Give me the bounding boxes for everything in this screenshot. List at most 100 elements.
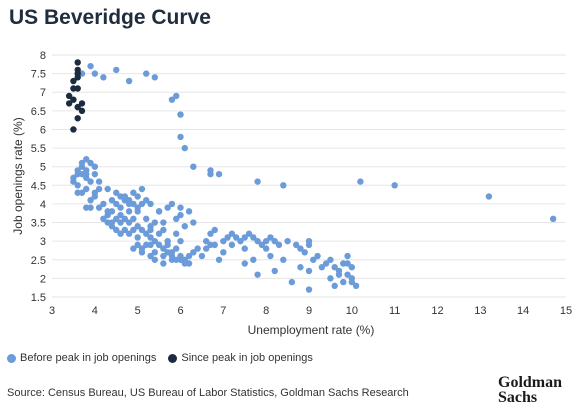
- point-before-peak: [177, 111, 184, 118]
- point-before-peak: [130, 215, 137, 223]
- point-before-peak: [549, 215, 557, 223]
- y-axis-label: Job openings rate (%): [11, 117, 25, 234]
- point-before-peak: [220, 237, 227, 245]
- point-before-peak: [130, 226, 137, 234]
- point-before-peak: [297, 245, 304, 252]
- y-tick-labels: 1.5 2 2.5 3 3.5 4 4.5 5 5.5 6 6.5 7 7.5 8: [31, 50, 46, 304]
- legend-swatch-since: [168, 353, 178, 363]
- point-before-peak: [190, 163, 197, 170]
- point-before-peak: [147, 226, 154, 234]
- point-before-peak: [147, 200, 154, 208]
- point-since-peak: [74, 59, 81, 66]
- point-before-peak: [190, 249, 197, 256]
- point-before-peak: [284, 237, 291, 245]
- point-before-peak: [207, 241, 214, 249]
- point-before-peak: [104, 208, 111, 215]
- point-before-peak: [185, 260, 193, 267]
- point-before-peak: [113, 215, 120, 223]
- point-before-peak: [190, 219, 197, 226]
- y-tick-label: 4.5: [31, 180, 46, 192]
- x-tick-label: 5: [135, 305, 141, 317]
- point-since-peak: [70, 96, 77, 103]
- point-before-peak: [113, 226, 120, 234]
- point-before-peak: [391, 182, 398, 189]
- point-before-peak: [215, 256, 223, 263]
- point-before-peak: [207, 230, 214, 237]
- point-since-peak: [74, 74, 81, 81]
- point-before-peak: [147, 234, 154, 241]
- point-before-peak: [322, 260, 330, 267]
- point-before-peak: [121, 215, 129, 223]
- x-tick-label: 15: [560, 305, 572, 317]
- legend-item-before: Before peak in job openings: [7, 352, 156, 364]
- point-since-peak: [78, 107, 86, 115]
- point-before-peak: [100, 74, 107, 81]
- x-tick-label: 10: [346, 305, 358, 317]
- x-tick-label: 13: [474, 305, 486, 317]
- point-before-peak: [117, 204, 124, 211]
- point-before-peak: [262, 245, 270, 252]
- point-before-peak: [177, 211, 184, 219]
- x-tick-label: 8: [263, 305, 269, 317]
- point-before-peak: [100, 200, 107, 208]
- x-tick-label: 11: [389, 305, 400, 317]
- point-before-peak: [83, 185, 90, 193]
- point-before-peak: [177, 204, 184, 211]
- y-tick-label: 5.5: [31, 143, 46, 155]
- point-before-peak: [331, 264, 338, 271]
- point-before-peak: [275, 241, 283, 249]
- point-before-peak: [113, 200, 120, 208]
- point-before-peak: [310, 256, 317, 263]
- point-before-peak: [280, 182, 287, 189]
- point-before-peak: [95, 185, 103, 193]
- point-before-peak: [108, 219, 116, 226]
- x-tick-label: 12: [431, 305, 443, 317]
- y-tick-label: 3: [40, 236, 46, 248]
- x-tick-label: 14: [517, 305, 529, 317]
- x-tick-label: 3: [49, 305, 55, 317]
- point-since-peak: [65, 100, 73, 107]
- legend-item-since: Since peak in job openings: [168, 352, 313, 364]
- point-before-peak: [104, 185, 111, 193]
- point-before-peak: [344, 271, 351, 278]
- point-before-peak: [250, 256, 257, 263]
- point-before-peak: [134, 241, 141, 249]
- point-before-peak: [87, 178, 94, 185]
- legend-label-before: Before peak in job openings: [20, 352, 157, 364]
- y-tick-label: 4: [40, 199, 46, 211]
- point-before-peak: [237, 237, 244, 245]
- point-before-peak: [198, 252, 206, 260]
- point-before-peak: [314, 252, 321, 260]
- point-since-peak: [74, 115, 81, 122]
- point-before-peak: [113, 66, 120, 74]
- data-points: [65, 59, 557, 293]
- point-before-peak: [155, 241, 163, 249]
- y-tick-label: 6: [40, 124, 46, 136]
- point-before-peak: [357, 178, 364, 185]
- logo-line-2: Sachs: [498, 389, 538, 406]
- point-before-peak: [173, 215, 180, 223]
- y-tick-label: 5: [40, 162, 46, 174]
- point-before-peak: [83, 170, 90, 178]
- point-before-peak: [143, 241, 150, 249]
- point-before-peak: [70, 178, 77, 185]
- point-before-peak: [108, 197, 116, 204]
- point-before-peak: [143, 70, 150, 77]
- point-before-peak: [203, 237, 210, 245]
- point-before-peak: [181, 223, 188, 230]
- point-before-peak: [125, 230, 133, 237]
- point-before-peak: [151, 249, 158, 256]
- point-before-peak: [91, 163, 99, 170]
- y-tick-label: 7: [40, 87, 46, 99]
- point-before-peak: [173, 245, 180, 252]
- point-before-peak: [151, 237, 158, 245]
- point-before-peak: [331, 282, 338, 290]
- point-before-peak: [168, 256, 176, 263]
- x-tick-labels: 3 4 5 6 7 8 9 10 11 12 13 14 15: [49, 305, 572, 317]
- point-before-peak: [164, 241, 171, 249]
- point-since-peak: [70, 85, 77, 92]
- point-before-peak: [87, 204, 94, 211]
- y-tick-label: 7.5: [31, 69, 46, 81]
- point-before-peak: [228, 241, 236, 249]
- y-tick-label: 8: [40, 50, 46, 62]
